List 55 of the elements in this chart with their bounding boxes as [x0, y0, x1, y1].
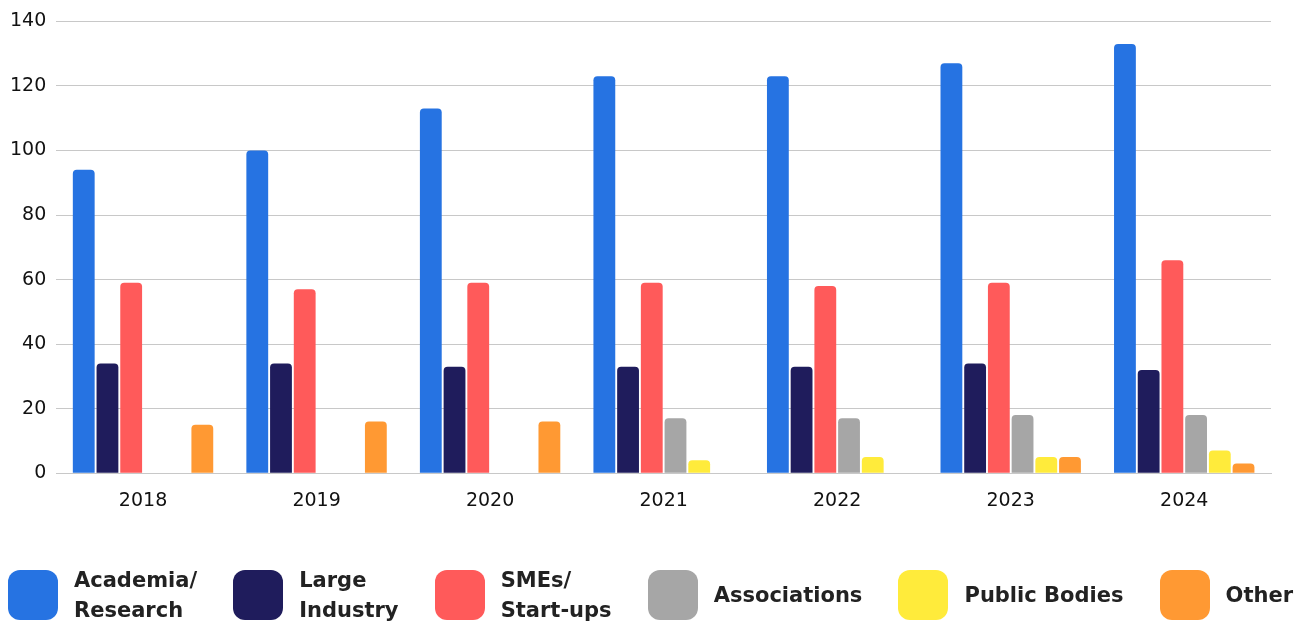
bar — [1011, 415, 1034, 473]
bar — [1161, 260, 1184, 473]
bar — [790, 366, 813, 473]
x-tick-label: 2024 — [1160, 487, 1209, 510]
bar — [120, 282, 143, 473]
bar — [443, 366, 466, 473]
x-tick-label: 2020 — [465, 487, 515, 510]
bar — [1185, 415, 1207, 473]
bar — [1208, 450, 1231, 473]
x-tick-label: 2019 — [292, 487, 341, 510]
bar — [270, 363, 292, 473]
y-tick-label: 0 — [34, 460, 47, 483]
x-tick-label: 2021 — [639, 487, 688, 510]
bar — [664, 418, 687, 473]
y-tick-label: 20 — [22, 395, 47, 418]
legend-label: SMEs/ Start-ups — [500, 567, 612, 624]
bar — [1035, 457, 1058, 473]
y-tick-label: 120 — [10, 72, 47, 95]
bar — [814, 286, 837, 473]
bar — [1114, 43, 1136, 473]
x-tick-label: 2018 — [118, 487, 168, 510]
legend-label: Public Bodies — [964, 582, 1124, 609]
bar — [838, 418, 860, 473]
bar — [293, 289, 316, 473]
x-tick-label: 2023 — [986, 487, 1035, 510]
bar — [688, 460, 711, 473]
bar — [1059, 457, 1081, 473]
bar — [617, 366, 639, 473]
bar — [72, 169, 95, 473]
y-tick-label: 40 — [22, 331, 47, 354]
bar — [987, 282, 1010, 473]
bar — [419, 108, 442, 473]
bar — [640, 282, 663, 473]
bar — [964, 363, 987, 473]
bar — [593, 76, 616, 473]
y-tick-label: 100 — [10, 137, 47, 160]
bar — [1137, 369, 1160, 473]
y-tick-label: 140 — [10, 8, 47, 31]
x-tick-label: 2022 — [812, 487, 862, 510]
bar — [538, 421, 561, 473]
legend-label: Academia/ Research — [74, 567, 198, 624]
bar — [861, 457, 884, 473]
bar — [1232, 463, 1255, 473]
bar — [246, 150, 269, 473]
bar — [940, 63, 963, 473]
bar — [766, 76, 789, 473]
bar — [364, 421, 387, 473]
legend-label: Other — [1225, 582, 1293, 609]
bar — [191, 424, 214, 473]
legend-label: Associations — [713, 582, 863, 609]
y-tick-label: 80 — [22, 201, 47, 224]
bar — [467, 282, 490, 473]
y-tick-label: 60 — [22, 266, 47, 289]
legend-label: Large Industry — [299, 567, 399, 624]
bar — [96, 363, 119, 473]
